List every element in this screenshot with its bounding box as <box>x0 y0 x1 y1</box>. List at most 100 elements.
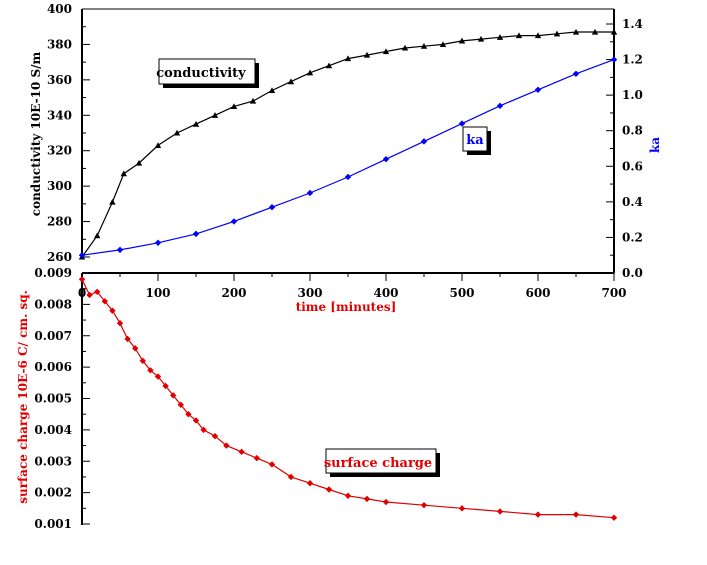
right-tick-label: 0.8 <box>622 124 643 138</box>
surface-charge-point <box>124 335 131 343</box>
left-tick-label: 400 <box>47 2 72 16</box>
surface-charge-point <box>306 480 314 487</box>
ka-point <box>458 120 466 127</box>
surface-charge-point <box>211 432 219 440</box>
surface-charge-point <box>610 514 618 521</box>
ka-point <box>154 239 162 246</box>
surface-charge-point <box>382 498 390 506</box>
surface-charge-point <box>325 486 333 493</box>
left-tick-label: 340 <box>47 108 72 122</box>
x-tick-label: 700 <box>601 286 626 300</box>
ka-point <box>344 173 352 181</box>
legend-ka: ka <box>462 126 491 155</box>
surface-charge-point <box>170 392 177 399</box>
conductivity-point <box>135 159 143 166</box>
conductivity-point <box>572 28 580 35</box>
x-tick-label: 200 <box>221 286 246 300</box>
top-panel: 260 280 300 320 340 360 380 400 0.0 0.2 0.4 0.6 0.8… <box>29 2 662 314</box>
x-tick-label: 500 <box>449 286 474 300</box>
x-tick-label: 400 <box>373 286 398 300</box>
conductivity-point <box>610 28 618 35</box>
conductivity-point <box>120 170 127 177</box>
conductivity-point <box>325 62 333 69</box>
left-tick-label: 360 <box>47 73 72 87</box>
surface-charge-point <box>534 511 542 518</box>
ka-point <box>192 230 200 238</box>
surface-charge-point <box>86 291 93 299</box>
bottom-y-tick-label: 0.006 <box>34 360 72 374</box>
conductivity-point <box>154 142 162 148</box>
bottom-y-tick-label: 0.003 <box>34 454 72 468</box>
conductivity-point <box>230 103 238 109</box>
surface-charge-point <box>116 320 124 327</box>
series-surface-charge <box>78 276 618 521</box>
conductivity-point <box>344 55 352 62</box>
surface-charge-point <box>223 442 230 449</box>
ka-point <box>230 218 238 225</box>
bottom-y-tick-label: 0.001 <box>34 517 72 531</box>
left-axis-ticks: 260 280 300 320 340 360 380 400 <box>47 2 90 264</box>
conductivity-point <box>382 48 390 55</box>
surface-charge-point <box>287 473 295 481</box>
x-tick-label: 300 <box>297 286 322 300</box>
left-tick-label: 260 <box>47 250 72 264</box>
legend-ka-label: ka <box>466 133 484 148</box>
conductivity-point <box>109 198 116 205</box>
ka-point <box>534 86 542 94</box>
conductivity-point <box>458 37 466 44</box>
surface-charge-point <box>185 410 192 418</box>
ka-point <box>382 155 390 163</box>
x-tick-label: 600 <box>525 286 550 300</box>
conductivity-point <box>401 44 409 51</box>
surface-charge-point <box>268 461 276 468</box>
ka-point <box>420 138 428 145</box>
right-tick-label: 0.4 <box>622 195 643 209</box>
ka-point <box>610 56 618 63</box>
surface-charge-point <box>344 492 352 499</box>
right-axis-ticks: 0.0 0.2 0.4 0.6 0.8 1.0 1.2 1.4 <box>606 17 643 280</box>
surface-charge-point <box>200 426 207 434</box>
legend-surface-charge: surface charge <box>324 448 440 477</box>
surface-charge-point <box>238 448 245 456</box>
ka-point <box>268 203 276 211</box>
legend-surface-charge-box <box>325 448 437 474</box>
conductivity-point <box>477 35 485 42</box>
surface-charge-point <box>162 382 169 390</box>
right-tick-label: 1.4 <box>622 17 643 31</box>
conductivity-line <box>81 31 614 258</box>
conductivity-point <box>420 43 428 49</box>
right-tick-label: 0.2 <box>622 230 643 244</box>
conductivity-point <box>496 34 504 40</box>
conductivity-point <box>249 97 257 104</box>
legend-conductivity-box <box>158 58 256 85</box>
conductivity-point <box>439 41 447 47</box>
legend-conductivity: conductivity <box>156 58 259 88</box>
conductivity-point <box>268 87 276 94</box>
x-axis-ticks: 0100200300400500600700 <box>78 273 627 300</box>
conductivity-point <box>211 112 219 118</box>
surface-charge-point <box>101 298 108 305</box>
surface-charge-point <box>420 501 428 509</box>
right-tick-label: 1.2 <box>622 53 643 67</box>
left-tick-label: 320 <box>47 144 72 158</box>
right-tick-label: 0.0 <box>622 266 643 280</box>
left-tick-label: 300 <box>47 179 72 193</box>
bottom-panel: 0.001 0.002 0.003 0.004 0.005 0.006 0.007 0.008… <box>16 266 618 531</box>
surface-charge-line <box>81 279 615 519</box>
left-tick-label: 280 <box>47 215 72 229</box>
ka-point <box>496 102 504 110</box>
surface-charge-point <box>496 508 504 515</box>
conductivity-point <box>515 32 523 39</box>
conductivity-point <box>173 129 181 136</box>
right-axis-title: ka <box>648 137 662 153</box>
ka-point <box>78 252 86 259</box>
bottom-y-tick-label: 0.008 <box>34 297 72 311</box>
ka-point <box>116 246 124 254</box>
surface-charge-point <box>363 495 371 503</box>
bottom-y-axis-ticks: 0.001 0.002 0.003 0.004 0.005 0.006 0.007 0.008… <box>34 266 90 531</box>
conductivity-point <box>287 78 295 85</box>
legend-surface-charge-label: surface charge <box>324 456 432 471</box>
conductivity-point <box>591 28 599 35</box>
surface-charge-point <box>572 511 580 518</box>
